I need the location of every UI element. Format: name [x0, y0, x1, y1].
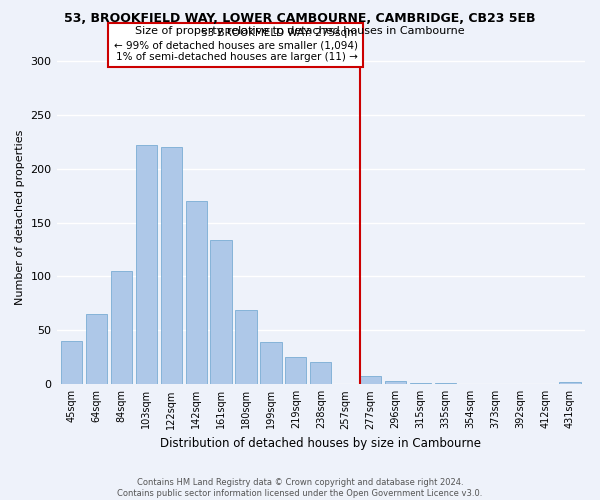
Bar — [211, 240, 232, 384]
Bar — [360, 376, 381, 384]
Bar — [410, 383, 431, 384]
Bar — [435, 383, 456, 384]
Bar — [111, 271, 132, 384]
Text: Size of property relative to detached houses in Cambourne: Size of property relative to detached ho… — [135, 26, 465, 36]
Bar — [285, 358, 307, 384]
Bar — [61, 341, 82, 384]
Text: 53 BROOKFIELD WAY: 275sqm
← 99% of detached houses are smaller (1,094)
1% of sem: 53 BROOKFIELD WAY: 275sqm ← 99% of detac… — [113, 28, 358, 62]
Bar — [310, 362, 331, 384]
Bar — [161, 147, 182, 384]
Text: Contains HM Land Registry data © Crown copyright and database right 2024.
Contai: Contains HM Land Registry data © Crown c… — [118, 478, 482, 498]
X-axis label: Distribution of detached houses by size in Cambourne: Distribution of detached houses by size … — [160, 437, 481, 450]
Bar — [385, 381, 406, 384]
Bar — [559, 382, 581, 384]
Bar — [136, 145, 157, 384]
Bar — [185, 201, 207, 384]
Bar — [260, 342, 281, 384]
Bar — [86, 314, 107, 384]
Bar — [235, 310, 257, 384]
Y-axis label: Number of detached properties: Number of detached properties — [15, 130, 25, 305]
Text: 53, BROOKFIELD WAY, LOWER CAMBOURNE, CAMBRIDGE, CB23 5EB: 53, BROOKFIELD WAY, LOWER CAMBOURNE, CAM… — [64, 12, 536, 26]
